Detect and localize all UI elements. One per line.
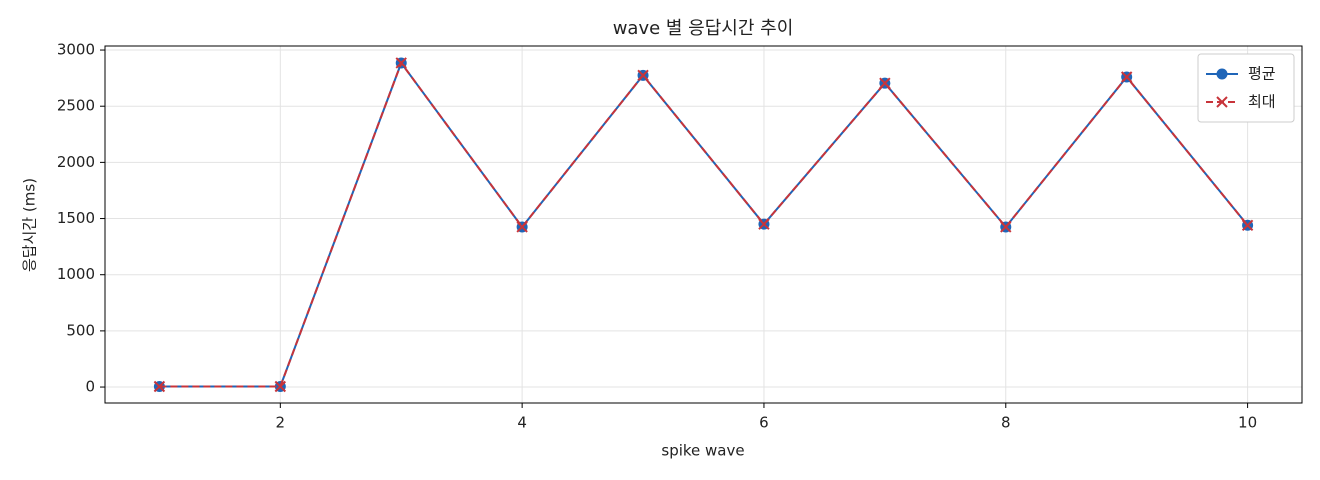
marker <box>1000 221 1012 233</box>
x-tick-label: 2 <box>276 414 286 432</box>
y-tick-label: 2500 <box>57 97 95 115</box>
marker <box>274 380 287 393</box>
x-tick-label: 8 <box>1001 414 1011 432</box>
marker <box>1120 71 1133 83</box>
marker <box>395 57 407 69</box>
marker <box>516 221 528 233</box>
x-axis-label: spike wave <box>661 442 744 460</box>
y-tick-label: 500 <box>66 321 95 339</box>
y-tick-label: 1000 <box>57 265 95 283</box>
y-tick-label: 3000 <box>57 41 95 59</box>
marker <box>1241 219 1254 231</box>
y-tick-label: 1500 <box>57 209 95 227</box>
series-line <box>159 60 1249 388</box>
x-tick-label: 6 <box>759 414 769 432</box>
legend-label: 최대 <box>1248 93 1276 111</box>
y-tick-label: 2000 <box>57 153 95 171</box>
legend-marker <box>1216 68 1228 80</box>
marker <box>153 380 166 393</box>
legend-box <box>1197 53 1295 123</box>
legend-marker <box>1216 96 1228 108</box>
x-tick-label: 10 <box>1238 414 1257 432</box>
x-tick-label: 4 <box>517 414 527 432</box>
legend-label: 평균 <box>1248 65 1276 83</box>
plot-frame <box>104 45 1303 404</box>
y-axis-label: 응답시간 (ms) <box>21 178 39 272</box>
series-line <box>159 60 1249 388</box>
y-tick-label: 0 <box>85 378 95 396</box>
marker <box>879 77 891 89</box>
marker <box>637 69 649 82</box>
marker <box>758 218 770 230</box>
chart-title: wave 별 응답시간 추이 <box>613 18 794 39</box>
